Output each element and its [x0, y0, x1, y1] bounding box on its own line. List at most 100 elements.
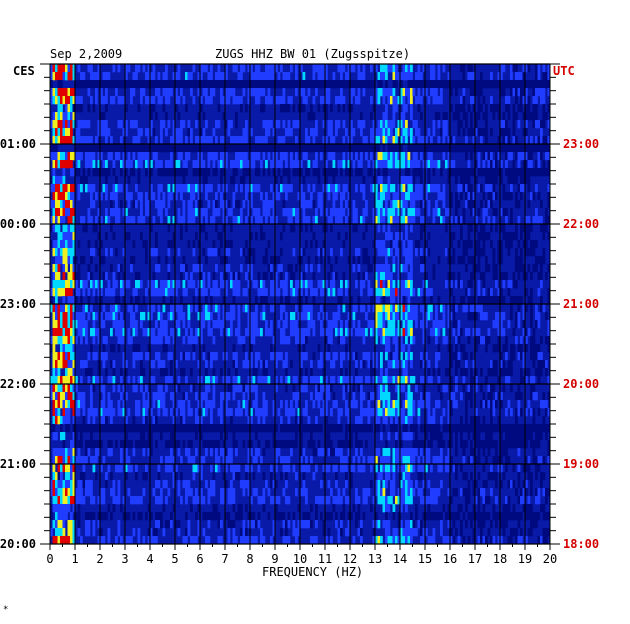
heatmap-cell — [530, 288, 533, 297]
heatmap-cell — [315, 208, 318, 217]
heatmap-cell — [437, 160, 441, 169]
heatmap-cell — [132, 448, 136, 457]
heatmap-cell — [475, 240, 478, 249]
heatmap-cell — [432, 128, 436, 137]
heatmap-cell — [470, 312, 473, 321]
heatmap-cell — [57, 120, 61, 129]
heatmap-cell — [435, 352, 438, 361]
heatmap-cell — [97, 152, 101, 161]
heatmap-cell — [215, 424, 218, 433]
heatmap-cell — [375, 304, 378, 313]
heatmap-cell — [52, 208, 56, 217]
heatmap-cell — [132, 80, 136, 89]
heatmap-cell — [245, 216, 248, 225]
heatmap-cell — [480, 312, 483, 321]
heatmap-cell — [422, 384, 426, 393]
heatmap-cell — [172, 72, 176, 81]
heatmap-cell — [222, 168, 226, 177]
heatmap-cell — [362, 336, 366, 345]
heatmap-cell — [472, 192, 476, 201]
heatmap-cell — [407, 72, 411, 81]
heatmap-cell — [327, 152, 331, 161]
heatmap-cell — [465, 136, 468, 145]
heatmap-cell — [507, 240, 511, 249]
heatmap-cell — [430, 416, 433, 425]
heatmap-cell — [280, 280, 283, 289]
heatmap-cell — [320, 192, 323, 201]
heatmap-cell — [337, 216, 341, 225]
heatmap-cell — [380, 120, 383, 129]
heatmap-cell — [75, 96, 78, 105]
heatmap-cell — [117, 96, 121, 105]
heatmap-cell — [280, 104, 283, 113]
heatmap-cell — [410, 72, 413, 81]
heatmap-cell — [425, 392, 428, 401]
heatmap-cell — [335, 96, 338, 105]
heatmap-cell — [312, 424, 316, 433]
heatmap-cell — [132, 416, 136, 425]
heatmap-cell — [420, 168, 423, 177]
heatmap-cell — [330, 208, 333, 217]
heatmap-cell — [180, 80, 183, 89]
heatmap-cell — [485, 152, 488, 161]
heatmap-cell — [230, 328, 233, 337]
heatmap-cell — [505, 104, 508, 113]
heatmap-cell — [515, 232, 518, 241]
heatmap-cell — [170, 440, 173, 449]
heatmap-cell — [180, 184, 183, 193]
heatmap-cell — [332, 400, 336, 409]
heatmap-cell — [305, 96, 308, 105]
heatmap-cell — [60, 136, 63, 145]
heatmap-cell — [55, 248, 58, 257]
heatmap-cell — [330, 328, 333, 337]
heatmap-cell — [132, 216, 136, 225]
heatmap-cell — [190, 272, 193, 281]
heatmap-cell — [315, 288, 318, 297]
heatmap-cell — [85, 224, 88, 233]
heatmap-cell — [65, 352, 68, 361]
heatmap-cell — [237, 216, 241, 225]
heatmap-cell — [460, 64, 463, 73]
heatmap-cell — [65, 184, 68, 193]
heatmap-cell — [390, 64, 393, 73]
heatmap-cell — [355, 376, 358, 385]
heatmap-cell — [297, 144, 301, 153]
heatmap-cell — [270, 328, 273, 337]
heatmap-cell — [277, 192, 281, 201]
heatmap-cell — [440, 96, 443, 105]
heatmap-cell — [212, 88, 216, 97]
heatmap-cell — [350, 328, 353, 337]
heatmap-cell — [240, 64, 243, 73]
heatmap-cell — [492, 192, 496, 201]
heatmap-cell — [532, 336, 536, 345]
heatmap-cell — [355, 400, 358, 409]
heatmap-cell — [67, 152, 71, 161]
heatmap-cell — [490, 432, 493, 441]
heatmap-cell — [85, 304, 88, 313]
heatmap-cell — [462, 424, 466, 433]
heatmap-cell — [470, 272, 473, 281]
heatmap-cell — [405, 328, 408, 337]
heatmap-cell — [252, 320, 256, 329]
heatmap-cell — [322, 104, 326, 113]
heatmap-cell — [340, 160, 343, 169]
heatmap-cell — [52, 112, 56, 121]
heatmap-cell — [450, 256, 453, 265]
heatmap-cell — [245, 144, 248, 153]
heatmap-cell — [385, 328, 388, 337]
heatmap-cell — [152, 72, 156, 81]
heatmap-cell — [542, 224, 546, 233]
heatmap-cell — [335, 424, 338, 433]
heatmap-cell — [377, 264, 381, 273]
heatmap-cell — [517, 184, 521, 193]
heatmap-cell — [330, 408, 333, 417]
heatmap-cell — [302, 424, 306, 433]
heatmap-cell — [105, 424, 108, 433]
heatmap-cell — [400, 296, 403, 305]
heatmap-cell — [510, 64, 513, 73]
heatmap-cell — [217, 288, 221, 297]
heatmap-cell — [290, 208, 293, 217]
heatmap-cell — [345, 424, 348, 433]
heatmap-cell — [472, 208, 476, 217]
heatmap-cell — [122, 384, 126, 393]
